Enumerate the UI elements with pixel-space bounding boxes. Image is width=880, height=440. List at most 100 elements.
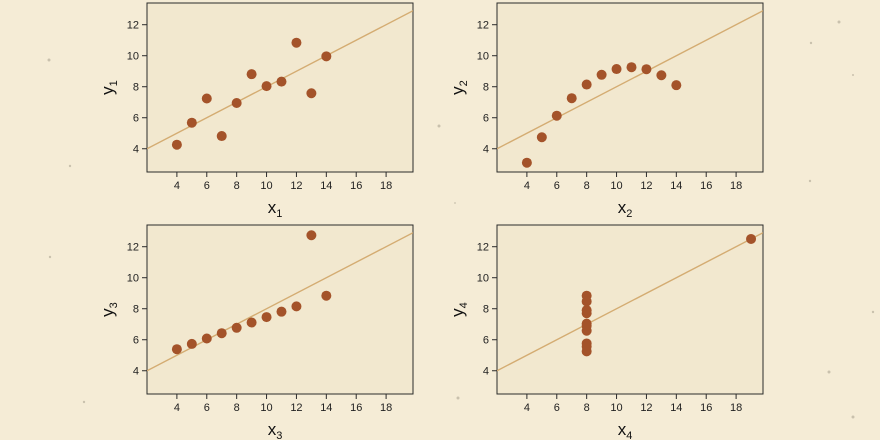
data-point xyxy=(261,312,272,323)
x-tick-label: 12 xyxy=(290,180,302,192)
y-tick-label: 12 xyxy=(477,242,489,254)
data-point xyxy=(596,69,607,80)
x-tick-label: 8 xyxy=(234,402,240,414)
data-point xyxy=(536,132,547,143)
data-point xyxy=(566,93,577,104)
data-point xyxy=(171,139,182,150)
data-point xyxy=(521,157,532,168)
plot-area xyxy=(146,2,414,173)
data-point xyxy=(581,79,592,90)
y-tick-label: 6 xyxy=(483,113,489,125)
data-point xyxy=(201,93,212,104)
y-tick-label: 12 xyxy=(477,20,489,32)
data-point xyxy=(306,88,317,99)
data-point xyxy=(581,341,592,352)
data-point xyxy=(291,37,302,48)
x-axis-label: x4 xyxy=(618,420,633,440)
y-tick-label: 8 xyxy=(133,82,139,94)
speck xyxy=(456,396,460,400)
y-tick-label: 8 xyxy=(133,304,139,316)
x-tick-label: 14 xyxy=(670,180,682,192)
data-point xyxy=(321,290,332,301)
speck xyxy=(454,202,456,204)
data-point xyxy=(656,70,667,81)
speck xyxy=(437,124,441,128)
x-tick-label: 16 xyxy=(700,402,712,414)
x-tick-label: 16 xyxy=(700,180,712,192)
x-tick-label: 4 xyxy=(174,180,180,192)
x-tick-label: 18 xyxy=(380,180,392,192)
panel-3: 4 6 8 10 12 14 16 18 4 6 8 10 12 x3 y3 xyxy=(98,224,414,440)
y-tick-label: 8 xyxy=(483,304,489,316)
x-tick-label: 6 xyxy=(204,402,210,414)
y-tick-label: 12 xyxy=(127,20,139,32)
x-tick-label: 14 xyxy=(670,402,682,414)
x-tick-label: 12 xyxy=(640,180,652,192)
data-point xyxy=(626,62,637,73)
data-point xyxy=(746,233,757,244)
y-tick-label: 6 xyxy=(133,113,139,125)
speck xyxy=(871,310,875,314)
speck xyxy=(48,255,52,259)
regression-line xyxy=(497,10,763,150)
x-tick-label: 10 xyxy=(610,180,622,192)
y-tick-label: 10 xyxy=(127,51,139,63)
speck xyxy=(809,41,813,45)
data-point xyxy=(641,64,652,75)
background-specks xyxy=(47,20,875,419)
x-tick-label: 6 xyxy=(554,402,560,414)
x-tick-label: 14 xyxy=(320,402,332,414)
speck xyxy=(68,164,72,168)
panel-2: 4 6 8 10 12 14 16 18 4 6 8 10 12 x2 y2 xyxy=(448,2,764,220)
data-point xyxy=(186,338,197,349)
x-tick-label: 8 xyxy=(584,180,590,192)
x-tick-label: 18 xyxy=(730,180,742,192)
x-tick-label: 14 xyxy=(320,180,332,192)
data-point xyxy=(186,117,197,128)
x-tick-label: 6 xyxy=(554,180,560,192)
y-axis-label: y4 xyxy=(448,302,470,317)
data-point xyxy=(276,306,287,317)
y-tick-label: 6 xyxy=(483,335,489,347)
x-tick-label: 12 xyxy=(640,402,652,414)
x-tick-label: 10 xyxy=(610,402,622,414)
data-point xyxy=(216,131,227,142)
data-point xyxy=(171,344,182,355)
data-point xyxy=(231,322,242,333)
x-axis-label: x1 xyxy=(268,198,283,220)
x-tick-label: 10 xyxy=(260,402,272,414)
plot-area xyxy=(496,2,764,173)
speck xyxy=(851,415,855,419)
regression-line xyxy=(497,232,763,372)
y-tick-label: 4 xyxy=(133,366,139,378)
y-tick-label: 4 xyxy=(483,144,489,156)
y-axis-label: y1 xyxy=(98,80,120,95)
x-tick-label: 6 xyxy=(204,180,210,192)
x-tick-label: 16 xyxy=(350,180,362,192)
data-point xyxy=(231,98,242,109)
data-point xyxy=(246,69,257,80)
x-tick-label: 8 xyxy=(234,180,240,192)
data-point xyxy=(671,80,682,91)
y-tick-label: 10 xyxy=(127,273,139,285)
y-axis-label: y3 xyxy=(98,302,120,317)
x-axis-label: x3 xyxy=(268,420,283,440)
data-point xyxy=(581,305,592,316)
x-tick-label: 18 xyxy=(730,402,742,414)
y-tick-label: 4 xyxy=(133,144,139,156)
speck xyxy=(837,20,841,24)
data-point xyxy=(246,317,257,328)
x-tick-label: 8 xyxy=(584,402,590,414)
y-tick-label: 12 xyxy=(127,242,139,254)
data-point xyxy=(551,110,562,121)
data-point xyxy=(276,76,287,87)
panel-1: 4 6 8 10 12 14 16 18 4 6 8 10 12 x1 y1 xyxy=(98,2,414,220)
x-tick-label: 4 xyxy=(524,180,530,192)
y-tick-label: 10 xyxy=(477,273,489,285)
speck xyxy=(47,58,51,62)
data-point xyxy=(291,301,302,312)
y-tick-label: 10 xyxy=(477,51,489,63)
data-point xyxy=(306,230,317,241)
data-point xyxy=(581,320,592,331)
